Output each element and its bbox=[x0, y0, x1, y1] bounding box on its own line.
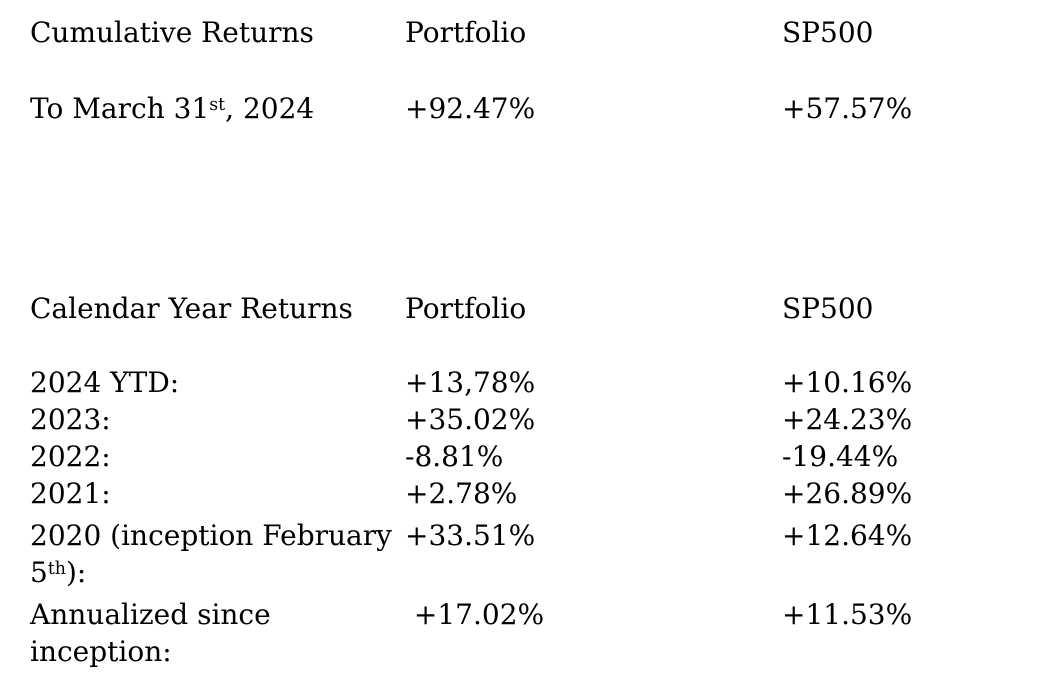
cumulative-returns-heading: Cumulative Returns bbox=[30, 16, 314, 49]
sp500-value: +11.53% bbox=[782, 598, 913, 631]
cumulative-portfolio-column-header: Portfolio bbox=[405, 16, 527, 49]
row-label: 2024 YTD: bbox=[30, 366, 180, 399]
sp500-value: +12.64% bbox=[782, 519, 913, 552]
sp500-value: +24.23% bbox=[782, 403, 913, 436]
sp500-value: -19.44% bbox=[782, 440, 899, 473]
sp500-value: +26.89% bbox=[782, 477, 913, 510]
portfolio-value: +13,78% bbox=[405, 366, 536, 399]
row-label: 2020 (inception February 5th): bbox=[30, 517, 405, 591]
row-label-line2-suffix: ): bbox=[65, 556, 87, 589]
row-label: 2023: bbox=[30, 403, 111, 436]
table-row-2022: 2022: -8.81% -19.44% bbox=[30, 438, 1052, 475]
cumulative-header-row: Cumulative Returns Portfolio SP500 bbox=[30, 14, 1052, 51]
row-label: Annualized since inception: bbox=[30, 596, 405, 670]
table-row-annualized-since-inception: Annualized since inception: +17.02% +11.5… bbox=[30, 596, 1052, 670]
cumulative-sp500-column-header: SP500 bbox=[782, 16, 874, 49]
cumulative-sp500-value: +57.57% bbox=[782, 92, 913, 125]
portfolio-value: +17.02% bbox=[405, 598, 545, 631]
table-row-2021: 2021: +2.78% +26.89% bbox=[30, 475, 1052, 512]
table-row-2020-inception: 2020 (inception February 5th): +33.51% +1… bbox=[30, 517, 1052, 591]
row-label-line2-prefix: 5 bbox=[30, 556, 48, 589]
row-label: 2021: bbox=[30, 477, 111, 510]
cumulative-label-suffix: , 2024 bbox=[225, 92, 315, 125]
calendar-header-row: Calendar Year Returns Portfolio SP500 bbox=[30, 290, 1052, 327]
portfolio-value: -8.81% bbox=[405, 440, 504, 473]
portfolio-value: +2.78% bbox=[405, 477, 518, 510]
calendar-year-returns-section: Calendar Year Returns Portfolio SP500 20… bbox=[30, 290, 1052, 670]
calendar-portfolio-column-header: Portfolio bbox=[405, 292, 527, 325]
row-label: 2022: bbox=[30, 440, 111, 473]
cumulative-data-row: To March 31st, 2024 +92.47% +57.57% bbox=[30, 90, 1052, 127]
sp500-value: +10.16% bbox=[782, 366, 913, 399]
row-label-line2-superscript: th bbox=[47, 559, 66, 580]
table-row-2024-ytd: 2024 YTD: +13,78% +10.16% bbox=[30, 364, 1052, 401]
cumulative-row-label: To March 31st, 2024 bbox=[30, 90, 405, 127]
portfolio-value: +35.02% bbox=[405, 403, 536, 436]
row-label-line1: 2020 (inception February bbox=[30, 519, 392, 552]
row-label-line1: Annualized since bbox=[30, 598, 271, 631]
calendar-sp500-column-header: SP500 bbox=[782, 292, 874, 325]
portfolio-value: +33.51% bbox=[405, 519, 536, 552]
calendar-year-returns-heading: Calendar Year Returns bbox=[30, 292, 353, 325]
table-row-2023: 2023: +35.02% +24.23% bbox=[30, 401, 1052, 438]
cumulative-label-superscript: st bbox=[209, 95, 226, 116]
calendar-rows: 2024 YTD: +13,78% +10.16% 2023: +35.02% … bbox=[30, 364, 1052, 670]
cumulative-portfolio-value: +92.47% bbox=[405, 92, 536, 125]
row-label-line2: inception: bbox=[30, 635, 172, 668]
cumulative-label-prefix: To March 31 bbox=[30, 92, 210, 125]
cumulative-returns-section: Cumulative Returns Portfolio SP500 To Ma… bbox=[30, 14, 1052, 127]
